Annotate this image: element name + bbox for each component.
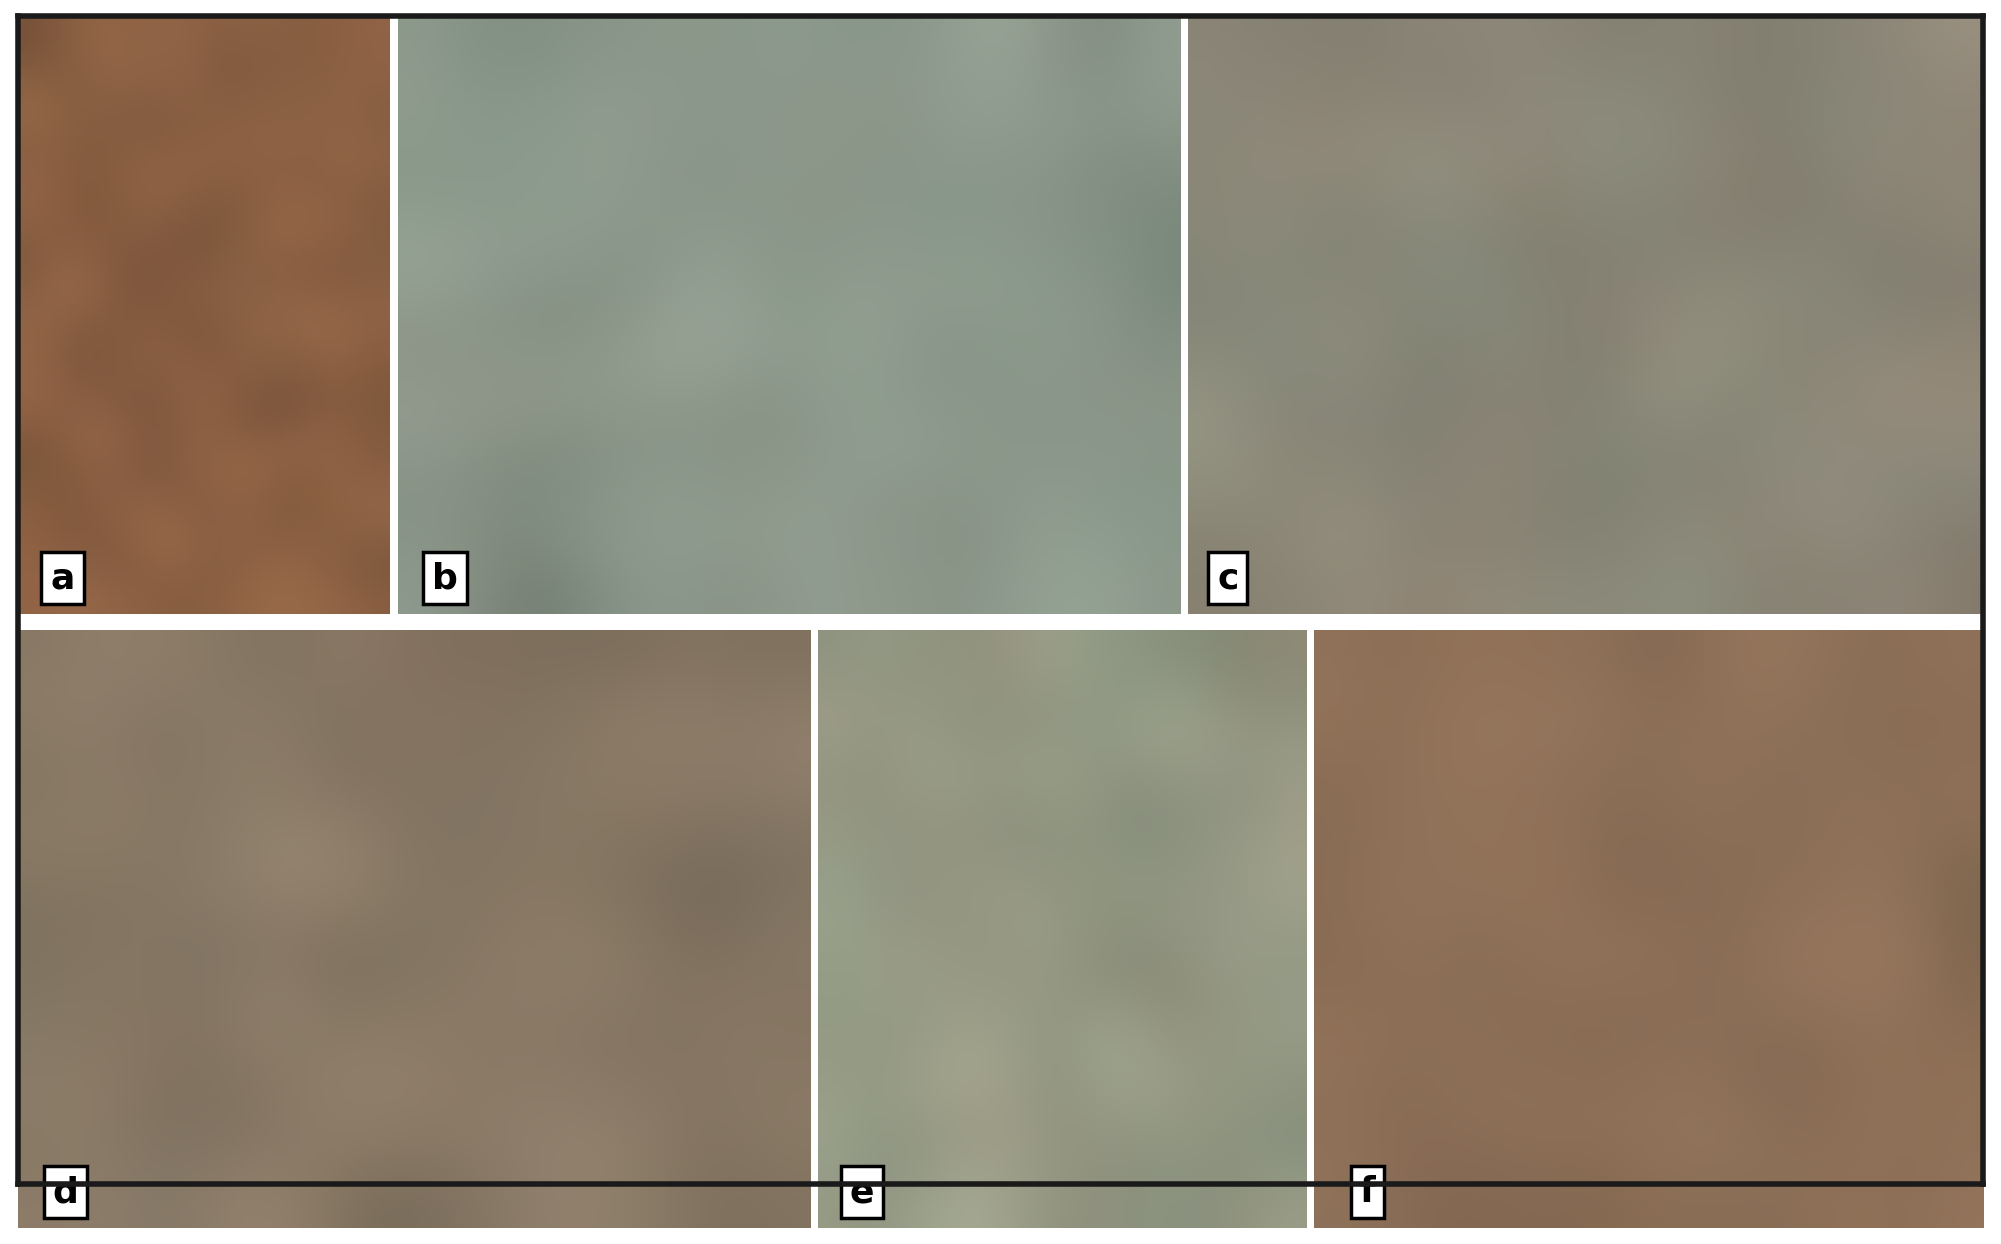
Text: a: a [50,561,74,595]
Text: c: c [1217,561,1239,595]
Text: f: f [1359,1176,1375,1209]
Text: e: e [850,1176,874,1209]
Text: b: b [432,561,458,595]
Text: d: d [52,1176,78,1209]
